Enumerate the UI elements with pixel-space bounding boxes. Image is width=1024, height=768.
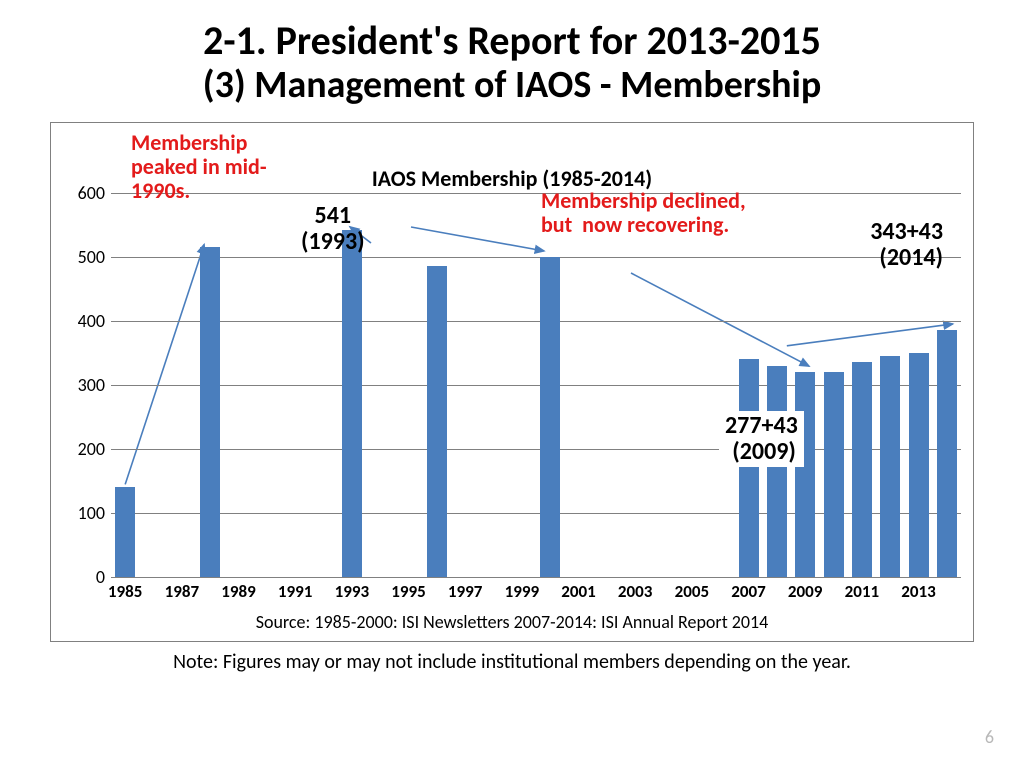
y-tick-label: 400 <box>63 310 105 332</box>
page-number: 6 <box>985 726 994 748</box>
bar <box>200 247 220 577</box>
annotation-2009: 277+43 (2009) <box>719 411 804 468</box>
y-tick-label: 200 <box>63 438 105 460</box>
plot-area: 0100200300400500600 <box>111 193 961 577</box>
y-tick-label: 300 <box>63 374 105 396</box>
bar <box>909 353 929 577</box>
grid-line <box>111 257 961 258</box>
y-tick-label: 0 <box>63 566 105 588</box>
x-tick-label: 1989 <box>221 581 255 602</box>
x-axis-labels: 1985 1987 1989 1991 1993 1995 1997 1999 2001 2003… <box>111 581 961 603</box>
annotation-decline: Membership declined, but now recovering. <box>541 189 746 237</box>
title-sub: (3) Management of IAOS - Membership <box>40 64 984 108</box>
bar <box>824 372 844 577</box>
y-tick-label: 600 <box>63 182 105 204</box>
x-tick-label: 2007 <box>731 581 765 602</box>
bar <box>937 330 957 577</box>
bar <box>880 356 900 577</box>
x-tick-label: 2001 <box>561 581 595 602</box>
bar <box>795 372 815 577</box>
x-tick-label: 1995 <box>391 581 425 602</box>
bar <box>115 487 135 577</box>
x-tick-label: 1991 <box>278 581 312 602</box>
y-tick-label: 500 <box>63 246 105 268</box>
title-main: 2-1. President's Report for 2013-2015 <box>40 18 984 64</box>
bar <box>540 257 560 577</box>
grid-line <box>111 577 961 578</box>
bar <box>739 359 759 577</box>
x-tick-label: 2013 <box>901 581 935 602</box>
x-tick-label: 1999 <box>505 581 539 602</box>
bar <box>852 362 872 576</box>
annotation-2014: 343+43 (2014) <box>870 219 943 272</box>
bar <box>427 266 447 576</box>
y-tick-label: 100 <box>63 502 105 524</box>
bar <box>342 230 362 576</box>
x-tick-label: 1985 <box>108 581 142 602</box>
x-tick-label: 2005 <box>675 581 709 602</box>
x-tick-label: 2009 <box>788 581 822 602</box>
annotation-1993: 541 (1993) <box>301 203 365 256</box>
chart-source: Source: 1985-2000: ISI Newsletters 2007-… <box>51 611 973 633</box>
annotation-peak: Membership peaked in mid- 1990s. <box>131 131 267 204</box>
chart-container: IAOS Membership (1985-2014) 010020030040… <box>50 122 974 642</box>
slide: 2-1. President's Report for 2013-2015 (3… <box>0 0 1024 768</box>
note-text: Note: Figures may or may not include ins… <box>40 650 984 674</box>
bar <box>767 366 787 577</box>
x-tick-label: 2011 <box>845 581 879 602</box>
grid-line <box>111 321 961 322</box>
x-tick-label: 1987 <box>165 581 199 602</box>
x-tick-label: 1993 <box>335 581 369 602</box>
title-block: 2-1. President's Report for 2013-2015 (3… <box>40 18 984 108</box>
x-tick-label: 2003 <box>618 581 652 602</box>
x-tick-label: 1997 <box>448 581 482 602</box>
